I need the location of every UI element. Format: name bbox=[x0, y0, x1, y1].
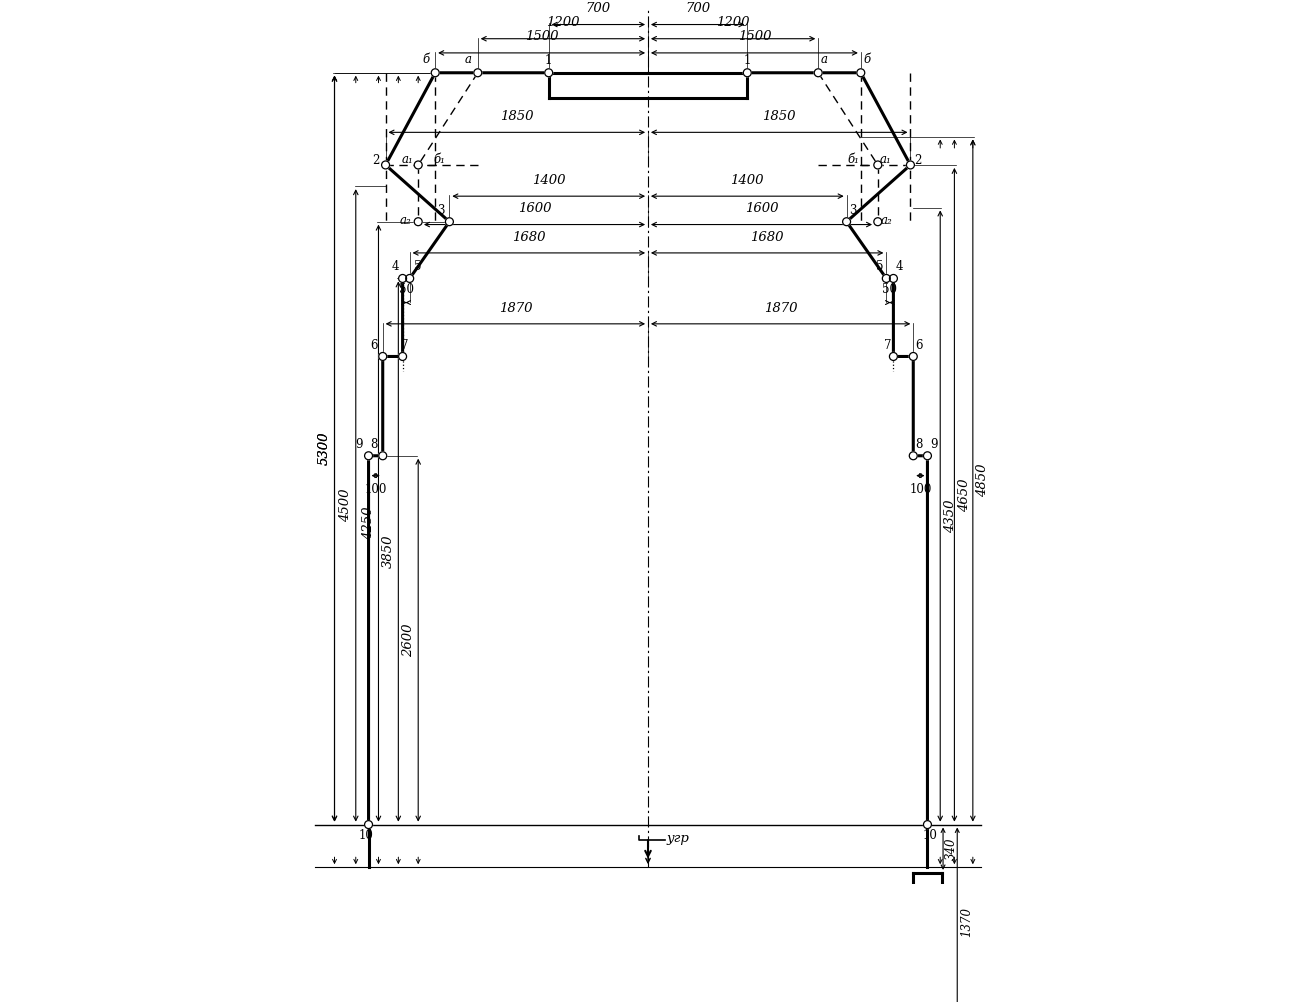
Text: 100: 100 bbox=[910, 483, 932, 496]
Circle shape bbox=[857, 69, 864, 77]
Circle shape bbox=[924, 821, 932, 829]
Circle shape bbox=[381, 161, 390, 169]
Text: а: а bbox=[465, 53, 472, 66]
Text: 1400: 1400 bbox=[531, 174, 565, 187]
Circle shape bbox=[910, 452, 918, 460]
Circle shape bbox=[842, 217, 850, 225]
Text: 1680: 1680 bbox=[750, 230, 784, 243]
Text: 4350: 4350 bbox=[943, 499, 956, 533]
Circle shape bbox=[378, 353, 386, 361]
Text: 1400: 1400 bbox=[731, 174, 765, 187]
Circle shape bbox=[906, 161, 915, 169]
Text: 1200: 1200 bbox=[717, 16, 750, 29]
Text: а₁: а₁ bbox=[402, 152, 413, 165]
Text: 4: 4 bbox=[896, 261, 903, 274]
Circle shape bbox=[814, 69, 822, 77]
Text: 7: 7 bbox=[402, 340, 410, 353]
Text: 7: 7 bbox=[884, 340, 892, 353]
Text: 700: 700 bbox=[586, 2, 610, 15]
Text: 3850: 3850 bbox=[382, 535, 395, 568]
Text: б: б bbox=[422, 53, 429, 66]
Circle shape bbox=[910, 353, 918, 361]
Circle shape bbox=[406, 275, 413, 283]
Text: 4650: 4650 bbox=[958, 478, 971, 512]
Circle shape bbox=[544, 69, 552, 77]
Text: 700: 700 bbox=[686, 2, 710, 15]
Circle shape bbox=[399, 275, 407, 283]
Text: 1500: 1500 bbox=[525, 30, 559, 43]
Text: 50: 50 bbox=[399, 284, 413, 297]
Text: а: а bbox=[822, 53, 828, 66]
Text: 6: 6 bbox=[915, 340, 923, 353]
Text: 1870: 1870 bbox=[499, 302, 533, 315]
Circle shape bbox=[474, 69, 482, 77]
Circle shape bbox=[415, 217, 422, 225]
Text: 2600: 2600 bbox=[402, 623, 415, 657]
Text: б₁: б₁ bbox=[434, 152, 446, 165]
Text: 2: 2 bbox=[914, 154, 921, 167]
Circle shape bbox=[874, 161, 881, 169]
Text: 5300: 5300 bbox=[318, 432, 330, 465]
Circle shape bbox=[874, 217, 881, 225]
Text: 4: 4 bbox=[391, 261, 399, 274]
Circle shape bbox=[432, 69, 439, 77]
Text: 8: 8 bbox=[915, 438, 923, 451]
Text: а₂: а₂ bbox=[400, 214, 412, 227]
Text: 1: 1 bbox=[744, 54, 750, 67]
Text: 1850: 1850 bbox=[500, 110, 534, 123]
Text: 5300: 5300 bbox=[318, 432, 330, 465]
Circle shape bbox=[744, 69, 752, 77]
Text: 9: 9 bbox=[355, 438, 363, 451]
Text: 8: 8 bbox=[371, 438, 377, 451]
Text: б: б bbox=[863, 53, 871, 66]
Text: 1: 1 bbox=[546, 54, 552, 67]
Text: б₁: б₁ bbox=[848, 152, 859, 165]
Circle shape bbox=[889, 353, 897, 361]
Circle shape bbox=[364, 821, 372, 829]
Text: а₁: а₁ bbox=[880, 152, 892, 165]
Circle shape bbox=[378, 452, 386, 460]
Text: угр: угр bbox=[666, 832, 689, 845]
Circle shape bbox=[364, 452, 372, 460]
Circle shape bbox=[399, 353, 407, 361]
Circle shape bbox=[924, 452, 932, 460]
Text: 50: 50 bbox=[883, 284, 897, 297]
Text: 1680: 1680 bbox=[512, 230, 546, 243]
Text: 1600: 1600 bbox=[745, 202, 778, 215]
Text: 5: 5 bbox=[415, 261, 421, 274]
Text: 4250: 4250 bbox=[362, 506, 375, 540]
Text: 3: 3 bbox=[437, 204, 445, 217]
Text: 1500: 1500 bbox=[737, 30, 771, 43]
Text: 1200: 1200 bbox=[546, 16, 579, 29]
Text: 6: 6 bbox=[371, 340, 377, 353]
Text: 340: 340 bbox=[945, 838, 958, 860]
Text: 9: 9 bbox=[931, 438, 938, 451]
Text: 100: 100 bbox=[364, 483, 386, 496]
Circle shape bbox=[446, 217, 454, 225]
Text: 2: 2 bbox=[372, 154, 380, 167]
Circle shape bbox=[415, 161, 422, 169]
Circle shape bbox=[889, 275, 897, 283]
Text: 1600: 1600 bbox=[518, 202, 551, 215]
Text: 4850: 4850 bbox=[976, 464, 989, 497]
Text: 10: 10 bbox=[359, 829, 373, 842]
Circle shape bbox=[883, 275, 890, 283]
Text: 5: 5 bbox=[876, 261, 883, 274]
Text: 1370: 1370 bbox=[960, 907, 973, 937]
Text: 1850: 1850 bbox=[762, 110, 796, 123]
Text: 1870: 1870 bbox=[763, 302, 797, 315]
Text: 4500: 4500 bbox=[340, 489, 353, 522]
Text: 10: 10 bbox=[923, 829, 937, 842]
Text: а₂: а₂ bbox=[881, 214, 893, 227]
Text: 3: 3 bbox=[849, 204, 857, 217]
